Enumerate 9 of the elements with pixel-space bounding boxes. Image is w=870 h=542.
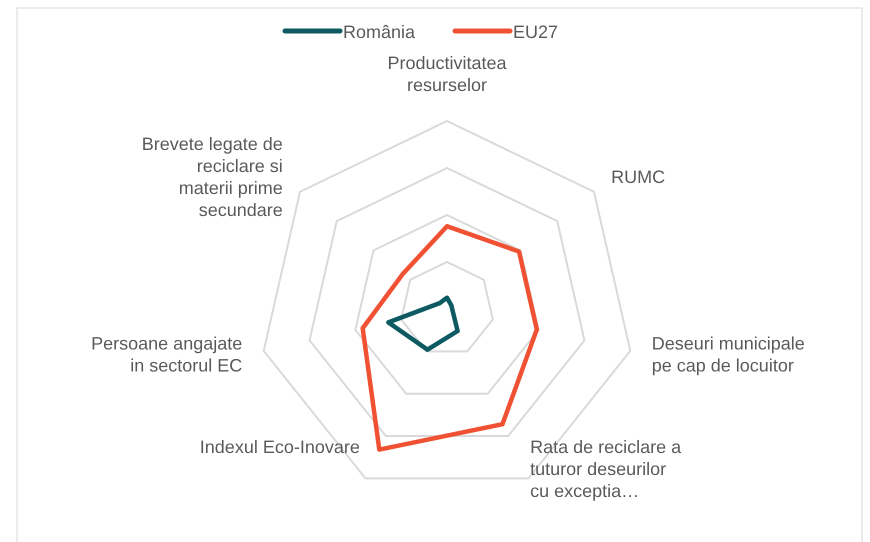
spoke-label: Brevete legate de reciclare si materii prime secundare — [142, 134, 283, 220]
spoke-label: RUMC — [611, 167, 666, 188]
spoke-label: Rata de reciclare a tuturor deseurilor cu exceptia… — [530, 437, 682, 502]
spoke-label: Persoane angajate in sectorul EC — [91, 334, 242, 376]
legend-label: EU27 — [513, 22, 558, 42]
spoke-label: Productivitatea resurselor — [387, 53, 508, 95]
legend-label: România — [343, 22, 416, 42]
spoke-label: Deseuri municipale pe cap de locuitor — [652, 334, 805, 376]
spoke-label: Indexul Eco-Inovare — [200, 437, 360, 458]
